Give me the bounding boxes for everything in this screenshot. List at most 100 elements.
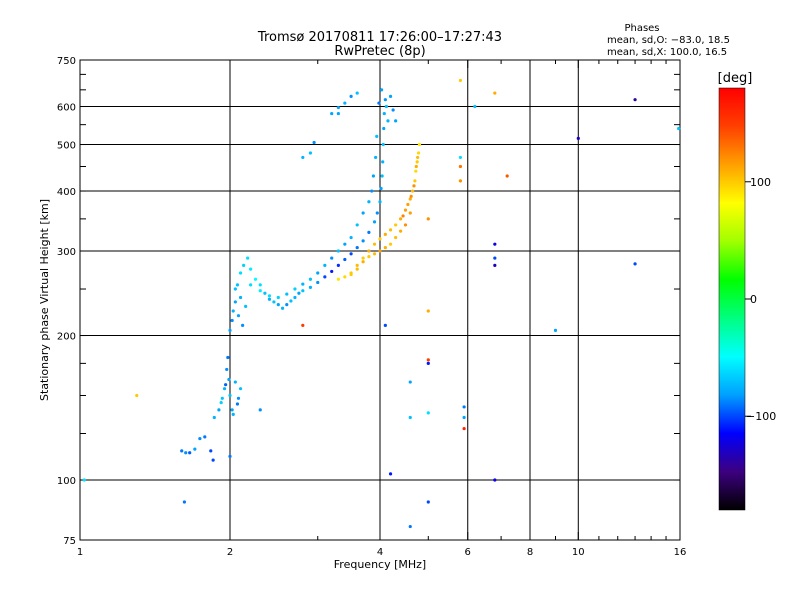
data-point bbox=[361, 256, 365, 260]
data-point bbox=[382, 126, 386, 131]
data-point bbox=[343, 242, 347, 246]
data-point bbox=[382, 111, 386, 116]
data-point bbox=[355, 267, 359, 271]
data-point bbox=[258, 408, 262, 412]
plot-area: 1 2 4 6 8 10 16 75 100 200 300 400 500 600 750 bbox=[57, 56, 686, 558]
x-tick-label: 4 bbox=[377, 547, 383, 558]
data-point bbox=[394, 223, 398, 227]
data-point bbox=[276, 295, 280, 300]
data-point bbox=[301, 289, 305, 293]
y-tick-label: 200 bbox=[57, 332, 76, 343]
data-point bbox=[381, 160, 385, 164]
data-point bbox=[374, 155, 378, 160]
data-point bbox=[293, 295, 297, 300]
data-point bbox=[349, 94, 353, 98]
data-point bbox=[403, 223, 408, 227]
data-point bbox=[180, 449, 184, 453]
data-point bbox=[349, 272, 353, 277]
data-point bbox=[458, 164, 463, 169]
data-point bbox=[410, 189, 415, 193]
data-point bbox=[493, 91, 497, 95]
data-point bbox=[377, 101, 381, 105]
data-point bbox=[212, 415, 216, 420]
data-point bbox=[235, 402, 240, 406]
data-point bbox=[383, 232, 387, 236]
data-point bbox=[493, 256, 497, 260]
data-point bbox=[367, 200, 371, 204]
data-point bbox=[355, 263, 359, 267]
data-point bbox=[493, 242, 497, 246]
data-point bbox=[233, 380, 237, 384]
data-point bbox=[182, 500, 186, 504]
data-point bbox=[230, 408, 234, 412]
data-point bbox=[193, 447, 197, 451]
colorbar-tick-label: −100 bbox=[746, 410, 776, 423]
y-tick-label: 750 bbox=[57, 56, 76, 67]
data-point bbox=[414, 164, 418, 169]
data-point bbox=[224, 383, 228, 387]
data-point bbox=[375, 134, 379, 138]
data-point bbox=[228, 454, 232, 459]
phases-x-stats: mean, sd,X: 100.0, 16.5 bbox=[607, 47, 727, 58]
colorbar-ticks: 100 0 −100 bbox=[745, 176, 776, 423]
data-point bbox=[355, 223, 359, 227]
data-point bbox=[330, 269, 334, 274]
data-point bbox=[228, 393, 232, 398]
data-points bbox=[82, 78, 681, 529]
data-point bbox=[323, 263, 327, 267]
data-point bbox=[336, 263, 340, 267]
x-tick-label: 8 bbox=[527, 547, 533, 558]
data-point bbox=[231, 309, 235, 313]
x-tick-label: 16 bbox=[674, 547, 687, 558]
data-point bbox=[394, 235, 398, 240]
data-point bbox=[413, 179, 417, 183]
data-point bbox=[361, 211, 365, 215]
data-point bbox=[263, 291, 267, 295]
data-point bbox=[184, 451, 188, 455]
data-point bbox=[249, 267, 253, 271]
data-point bbox=[249, 283, 253, 287]
data-point bbox=[367, 230, 371, 235]
data-point bbox=[408, 380, 412, 384]
data-point bbox=[378, 237, 382, 241]
data-point bbox=[209, 449, 213, 453]
data-point bbox=[236, 396, 241, 400]
data-point bbox=[462, 415, 466, 420]
data-point bbox=[383, 98, 387, 102]
data-point bbox=[408, 211, 412, 215]
data-point bbox=[372, 220, 377, 224]
data-point bbox=[493, 478, 497, 482]
data-point bbox=[378, 200, 382, 204]
data-point bbox=[276, 302, 280, 307]
x-tick-label: 1 bbox=[77, 547, 83, 558]
y-tick-label: 400 bbox=[57, 187, 76, 198]
data-point bbox=[384, 104, 388, 109]
data-point bbox=[394, 119, 398, 123]
data-point bbox=[378, 249, 382, 253]
data-point bbox=[367, 249, 371, 253]
data-point bbox=[458, 155, 463, 160]
y-tick-label: 75 bbox=[63, 536, 76, 547]
data-point bbox=[226, 355, 230, 360]
data-point bbox=[203, 435, 207, 439]
data-point bbox=[633, 262, 637, 266]
data-point bbox=[236, 314, 241, 318]
data-point bbox=[408, 415, 412, 420]
data-point bbox=[323, 275, 327, 279]
data-point bbox=[258, 283, 262, 287]
data-point bbox=[285, 302, 289, 307]
data-point bbox=[217, 408, 221, 412]
data-point bbox=[297, 291, 301, 295]
y-tick-label: 300 bbox=[57, 247, 76, 258]
data-point bbox=[316, 271, 320, 275]
y-axis-label: Stationary phase Virtual Height [km] bbox=[38, 199, 51, 401]
data-point bbox=[372, 252, 377, 256]
data-point bbox=[343, 257, 347, 262]
data-point bbox=[222, 387, 227, 391]
data-point bbox=[388, 94, 393, 98]
data-point bbox=[426, 358, 430, 362]
data-point bbox=[211, 458, 215, 462]
data-point bbox=[403, 208, 408, 212]
chart-title: Tromsø 20170811 17:26:00–17:27:43 bbox=[257, 30, 502, 45]
